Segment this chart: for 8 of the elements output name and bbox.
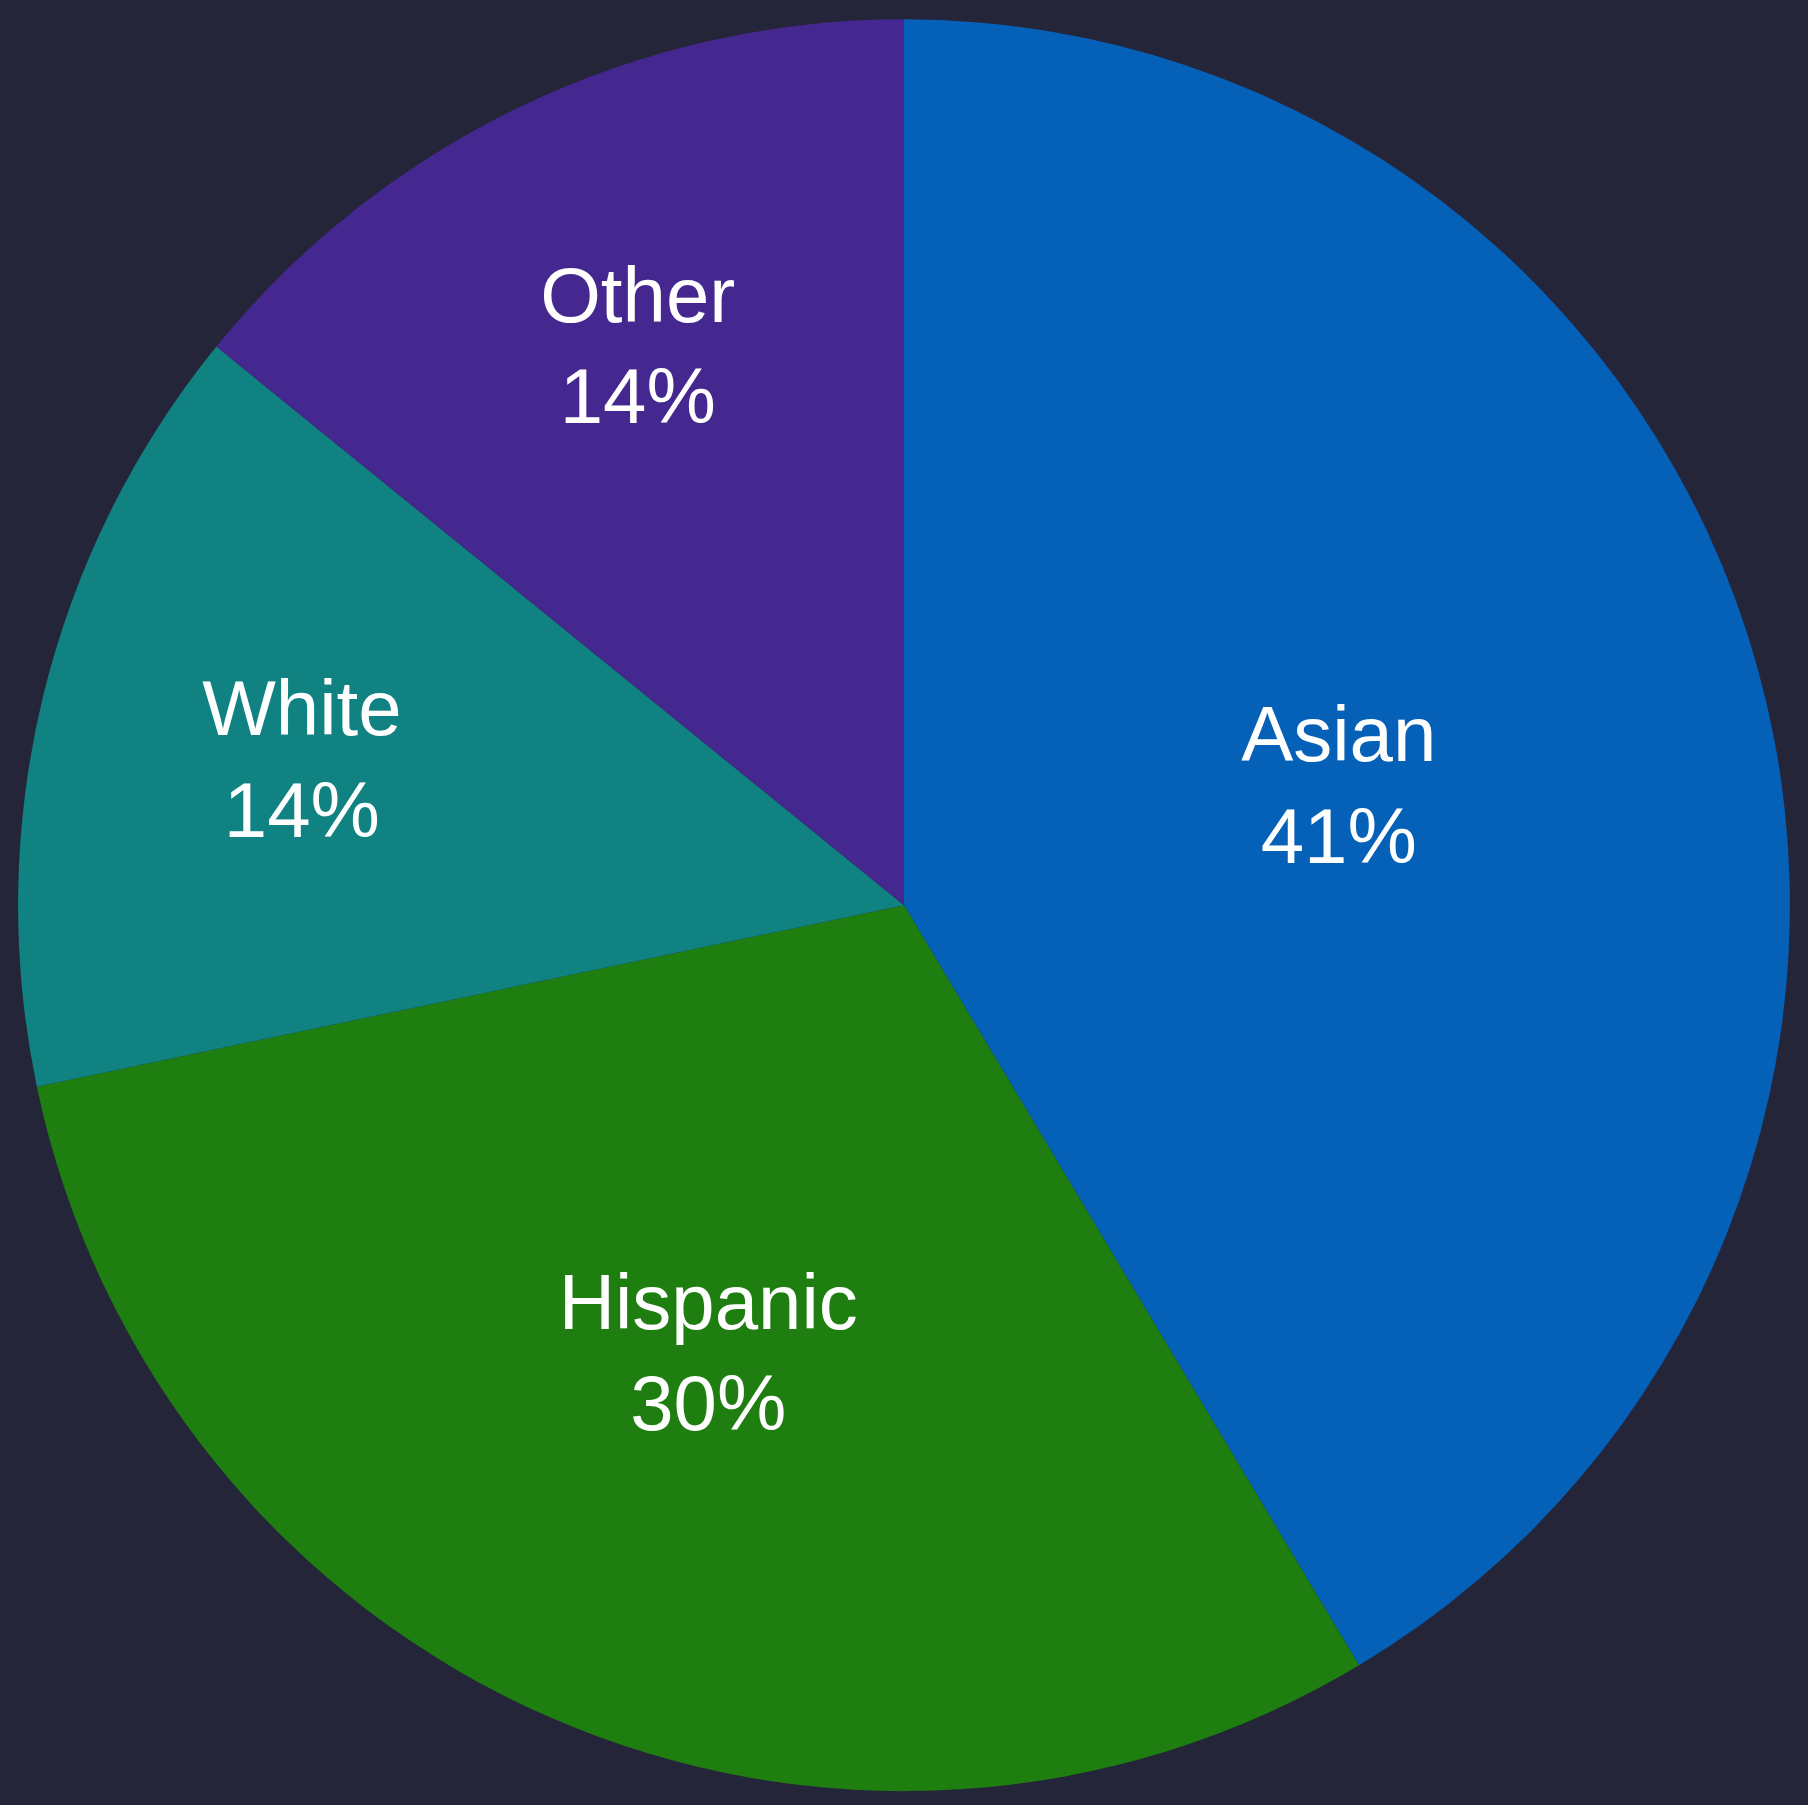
slice-label: Asian: [1241, 690, 1437, 779]
data-label: 41%: [1260, 791, 1417, 880]
data-label: 30%: [630, 1359, 787, 1448]
data-label: 14%: [559, 352, 716, 441]
slice-label: Hispanic: [558, 1257, 858, 1346]
slice-label: Other: [540, 251, 736, 340]
slice-label: White: [202, 664, 402, 753]
data-label: 14%: [223, 765, 380, 854]
